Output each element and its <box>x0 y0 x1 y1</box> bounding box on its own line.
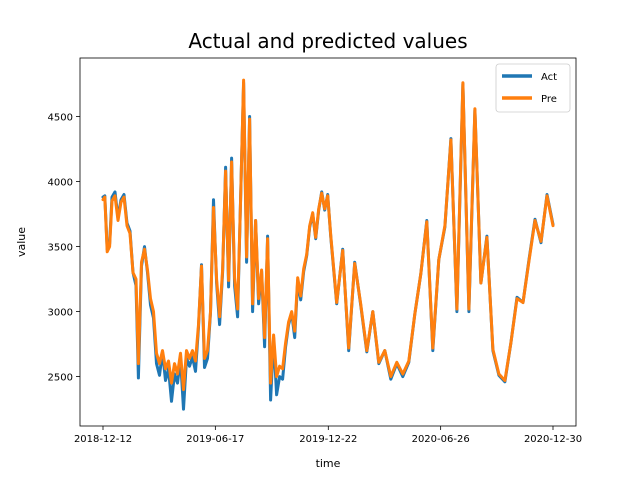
x-tick-label: 2019-12-22 <box>299 434 357 445</box>
y-tick-label: 4000 <box>48 178 73 189</box>
legend: Act Pre <box>495 63 571 113</box>
chart-title: Actual and predicted values <box>188 29 467 53</box>
y-axis-label: value <box>15 227 28 257</box>
legend-label-pre: Pre <box>541 94 557 105</box>
y-tick-label: 2500 <box>48 373 73 384</box>
x-tick-label: 2019-06-17 <box>186 434 244 445</box>
x-tick-label: 2018-12-12 <box>74 434 132 445</box>
y-axis: 2500 3000 3500 4000 4500 <box>48 113 80 384</box>
y-tick-label: 3000 <box>48 308 73 319</box>
y-tick-label: 3500 <box>48 243 73 254</box>
x-axis-label: time <box>316 457 341 470</box>
y-tick-label: 4500 <box>48 113 73 124</box>
series-layer <box>101 78 555 411</box>
legend-box <box>495 63 571 113</box>
x-tick-label: 2020-12-30 <box>524 434 582 445</box>
legend-label-act: Act <box>541 72 557 83</box>
series-line-pre <box>101 78 555 392</box>
x-tick-label: 2020-06-26 <box>412 434 470 445</box>
x-axis: 2018-12-12 2019-06-17 2019-12-22 2020-06-26… <box>74 426 582 445</box>
